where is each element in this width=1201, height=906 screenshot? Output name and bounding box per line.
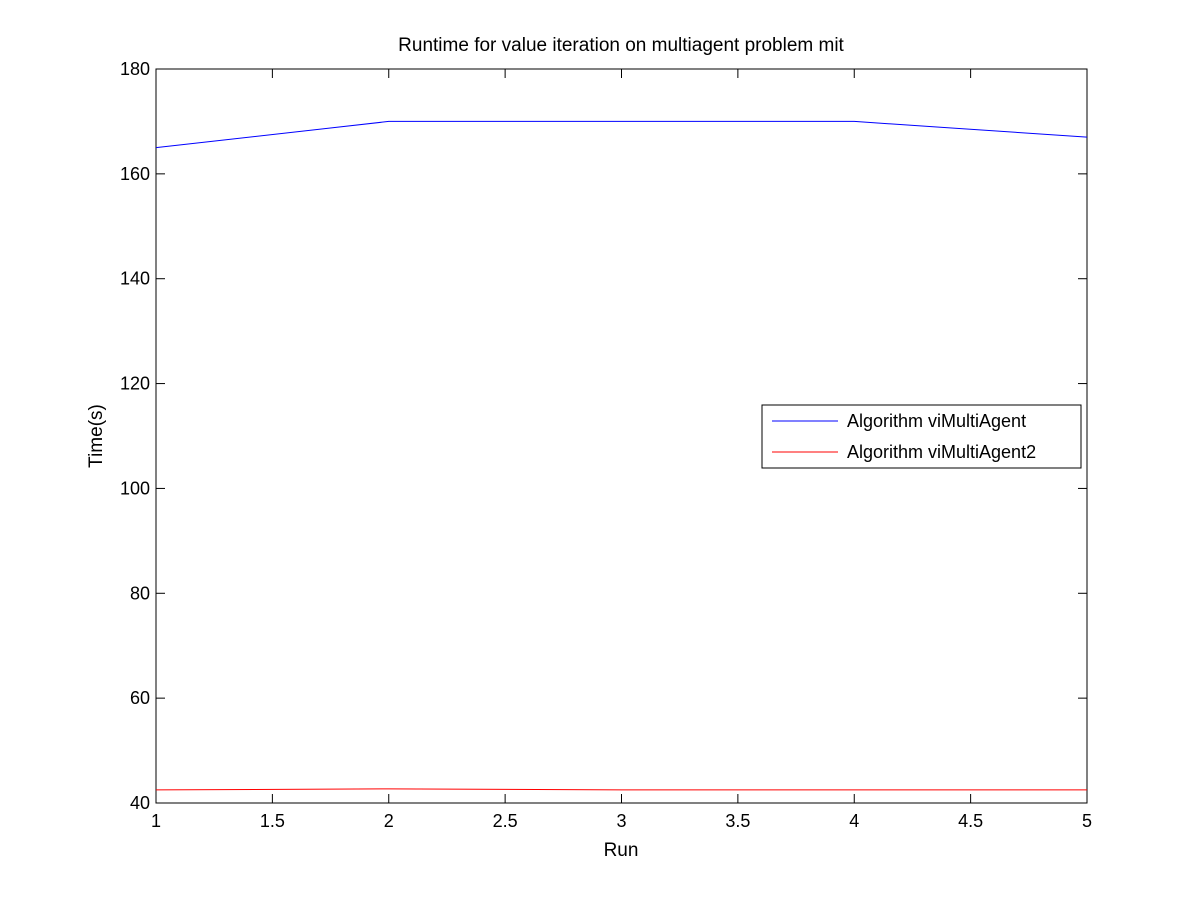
x-axis-title: Run: [604, 840, 639, 861]
y-tick-label: 100: [120, 478, 150, 498]
y-tick-label: 160: [120, 164, 150, 184]
legend-entries: Algorithm viMultiAgent Algorithm viMultiA…: [772, 411, 1036, 462]
series-line-2: [155, 788, 1087, 791]
tick-layer: 1 1.5 2 2.5 3 3.5 4 4.5 5 40 60 80 100 120 140 160 180: [120, 59, 1092, 831]
y-axis-title: Time(s): [86, 404, 107, 468]
y-tick-label: 180: [120, 59, 150, 79]
y-tick-label: 140: [120, 269, 150, 289]
x-tick-label: 1: [151, 811, 161, 831]
series-line-1: [155, 120, 1088, 149]
x-tick-label: 4.5: [958, 811, 983, 831]
series-layer: [155, 120, 1088, 791]
legend-label-2: Algorithm viMultiAgent2: [847, 442, 1036, 462]
x-tick-label: 4: [849, 811, 859, 831]
legend: Algorithm viMultiAgent Algorithm viMultiA…: [761, 404, 1082, 469]
x-tick-label: 3: [616, 811, 626, 831]
x-tick-label: 2.5: [493, 811, 518, 831]
legend-box: [761, 404, 1082, 469]
x-tick-label: 1.5: [260, 811, 285, 831]
legend-label-1: Algorithm viMultiAgent: [847, 411, 1026, 431]
y-tick-label: 80: [130, 583, 150, 603]
x-tick-label: 5: [1082, 811, 1092, 831]
x-tick-label: 3.5: [725, 811, 750, 831]
chart-title: Runtime for value iteration on multiagen…: [398, 35, 844, 56]
y-tick-label: 60: [130, 688, 150, 708]
x-tick-label: 2: [384, 811, 394, 831]
y-tick-label: 40: [130, 793, 150, 813]
y-tick-label: 120: [120, 374, 150, 394]
